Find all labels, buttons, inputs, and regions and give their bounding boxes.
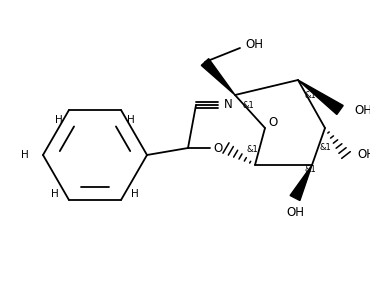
Polygon shape [290,165,312,200]
Text: OH: OH [245,39,263,52]
Text: &1: &1 [304,166,316,175]
Polygon shape [298,80,343,115]
Text: H: H [131,189,139,199]
Text: OH: OH [286,206,304,220]
Text: &1: &1 [304,90,316,99]
Polygon shape [201,59,235,95]
Text: OH: OH [357,148,370,162]
Text: O: O [213,142,223,155]
Text: O: O [268,115,278,128]
Text: &1: &1 [319,144,331,153]
Text: &1: &1 [242,101,254,110]
Text: H: H [21,150,29,160]
Text: H: H [51,189,59,199]
Text: OH: OH [354,104,370,117]
Text: N: N [223,97,232,110]
Text: H: H [127,115,135,125]
Text: H: H [55,115,63,125]
Text: &1: &1 [246,146,258,155]
